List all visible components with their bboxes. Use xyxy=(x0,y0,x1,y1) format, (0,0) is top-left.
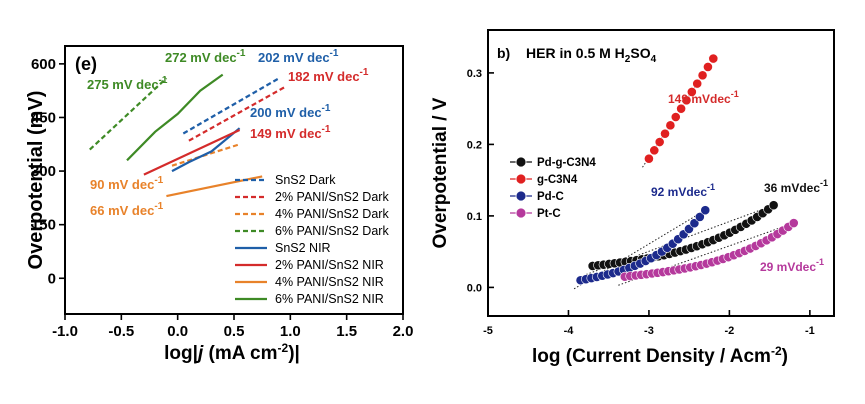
data-point xyxy=(692,78,703,89)
panel-b-legend: Pd-g-C3N4 g-C3N4 Pd-C Pt-C xyxy=(510,156,596,220)
legend-label: Pd-g-C3N4 xyxy=(537,157,596,169)
panel-e-ylabel: Overpotential (mV) xyxy=(25,91,47,270)
data-point xyxy=(689,218,700,229)
panel-b-axes-frame xyxy=(487,29,835,317)
legend-label: Pt-C xyxy=(537,208,561,220)
legend-label: Pd-C xyxy=(537,191,564,203)
panel-b-label: b) xyxy=(497,45,510,61)
legend-label: 4% PANI/SnS2 Dark xyxy=(275,207,389,221)
series-pt-c xyxy=(618,218,799,286)
series-line-6-pani-sns2-dark xyxy=(89,77,168,151)
series-line-sns2-dark xyxy=(182,77,280,135)
series-line-sns2-nir xyxy=(171,127,241,173)
panel-e-xlabel: log|j (mA cm-2)| xyxy=(164,341,300,364)
panel-e-xticks: -1.0 -0.5 0.0 0.5 1.0 1.5 2.0 xyxy=(52,314,413,340)
panel-e-label: (e) xyxy=(75,54,97,74)
data-point xyxy=(768,200,779,211)
data-point xyxy=(697,70,708,81)
annotation-200: 200 mV dec-1 xyxy=(250,103,331,120)
panel-e-xtick-label: 0.5 xyxy=(224,323,245,340)
annotation-92: 92 mVdec-1 xyxy=(651,182,715,199)
panel-e-legend: SnS2 Dark 2% PANI/SnS2 Dark 4% PANI/SnS2 D… xyxy=(235,173,389,306)
panel-b: 0.0 0.1 0.2 0.3 -5 -4 -3 -2 -1 Overpotential / … xyxy=(430,29,835,367)
watermark: 知乎 @旋风小萝 xyxy=(654,364,793,386)
series-line-2-pani-sns2-dark xyxy=(188,86,286,142)
annotation-29: 29 mVdec-1 xyxy=(760,257,824,274)
legend-swatch-marker xyxy=(515,207,527,219)
annotation-66: 66 mV dec-1 xyxy=(90,201,164,218)
panel-b-ytick-label: 0.1 xyxy=(467,211,482,223)
data-point xyxy=(649,145,660,156)
data-point xyxy=(788,218,799,228)
data-point xyxy=(700,205,711,216)
panel-b-ytick-label: 0.2 xyxy=(467,139,482,151)
panel-b-xtick-label: -4 xyxy=(564,325,575,337)
panel-b-xtick-label: -2 xyxy=(725,325,735,337)
panel-e-ytick-label: 0 xyxy=(48,270,56,287)
annotation-272: 272 mV dec-1 xyxy=(165,48,246,65)
annotation-202: 202 mV dec-1 xyxy=(258,48,339,65)
panel-e-ytick-label: 300 xyxy=(31,163,56,180)
panel-e-ytick-label: 600 xyxy=(31,56,56,73)
annotation-36: 36 mVdec-1 xyxy=(764,178,828,195)
panel-b-xticks: -5 -4 -3 -2 -1 xyxy=(483,310,815,337)
panel-b-xlabel: log (Current Density / Acm-2) xyxy=(532,344,788,367)
series-line-6-pani-sns2-nir xyxy=(126,73,224,162)
panel-e-ytick-label: 150 xyxy=(31,217,56,234)
legend-swatch-marker xyxy=(515,173,527,185)
legend-label: SnS2 NIR xyxy=(275,241,331,255)
series-g-c3n4 xyxy=(642,53,719,168)
panel-b-ytick-label: 0.3 xyxy=(467,68,482,80)
panel-b-ytick-label: 0.0 xyxy=(467,282,482,294)
legend-label: 6% PANI/SnS2 Dark xyxy=(275,224,389,238)
data-point xyxy=(660,128,670,139)
legend-label: 4% PANI/SnS2 NIR xyxy=(275,275,384,289)
data-point xyxy=(694,212,705,222)
panel-b-xtick-label: -3 xyxy=(644,325,654,337)
panel-b-series xyxy=(573,53,799,290)
legend-label: g-C3N4 xyxy=(537,174,578,186)
panel-e-xtick-label: -1.0 xyxy=(52,323,78,340)
data-point xyxy=(676,103,687,114)
panel-b-title: HER in 0.5 M H2SO4 xyxy=(526,45,657,65)
series-line-2-pani-sns2-nir xyxy=(143,129,241,176)
annotation-149-e: 149 mV dec-1 xyxy=(250,124,331,141)
legend-label: 2% PANI/SnS2 Dark xyxy=(275,190,389,204)
data-point xyxy=(703,62,713,72)
legend-swatch-marker xyxy=(515,190,527,202)
panel-e-xtick-label: 1.5 xyxy=(336,323,357,340)
panel-e-yticks: 0 150 300 450 600 xyxy=(31,56,65,287)
annotation-275: 275 mV dec-1 xyxy=(87,75,168,92)
data-point xyxy=(665,120,676,131)
panel-b-xtick-label: -5 xyxy=(483,325,493,337)
tafel-fit-line xyxy=(618,222,794,286)
data-point xyxy=(644,153,654,164)
annotation-149-b: 149 mVdec-1 xyxy=(668,89,739,106)
annotation-90: 90 mV dec-1 xyxy=(90,175,164,192)
panel-e-xtick-label: 0.0 xyxy=(167,323,188,340)
panel-b-ylabel: Overpotential / V xyxy=(430,97,451,248)
legend-label: 6% PANI/SnS2 NIR xyxy=(275,292,384,306)
legend-label: SnS2 Dark xyxy=(275,173,336,187)
legend-label: 2% PANI/SnS2 NIR xyxy=(275,258,384,272)
annotation-182: 182 mV dec-1 xyxy=(288,67,369,84)
panel-e: 0 150 300 450 600 -1.0 -0.5 0.0 0.5 1.0 1.5 2.0 Ov… xyxy=(25,45,413,364)
data-point xyxy=(708,53,719,64)
legend-swatch-marker xyxy=(515,156,527,168)
panel-b-yticks: 0.0 0.1 0.2 0.3 xyxy=(467,68,494,294)
panel-e-xtick-label: -0.5 xyxy=(108,323,134,340)
data-point xyxy=(681,95,692,106)
panel-e-ytick-label: 450 xyxy=(31,109,56,126)
data-point xyxy=(670,112,681,122)
series-pd-c xyxy=(573,205,711,290)
panel-e-xtick-label: 1.0 xyxy=(280,323,301,340)
data-point xyxy=(654,137,665,147)
panel-e-xtick-label: 2.0 xyxy=(393,323,414,340)
data-point xyxy=(686,87,697,97)
panel-b-xtick-label: -1 xyxy=(805,325,815,337)
